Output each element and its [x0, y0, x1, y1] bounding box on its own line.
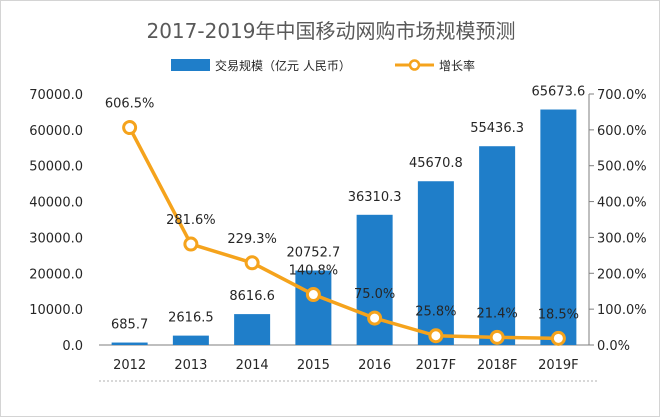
x-tick-label: 2017F: [416, 358, 457, 373]
bar-data-label: 685.7: [111, 318, 148, 333]
line-data-label: 25.8%: [415, 305, 456, 320]
x-tick-label: 2019F: [538, 358, 579, 373]
bar-data-label: 65673.6: [531, 85, 585, 100]
x-tick-label: 2016: [358, 358, 391, 373]
line-data-labels: 606.5% 281.6% 229.3% 140.8% 75.0% 25.8% 21.4% 1…: [105, 97, 579, 323]
line-data-label: 18.5%: [538, 307, 579, 322]
bar: [234, 314, 271, 345]
line-data-label: 281.6%: [166, 213, 216, 228]
bar: [111, 342, 148, 345]
line-point: [305, 287, 321, 303]
right-axis-ticks: 0.0% 100.0% 200.0% 300.0% 400.0% 500.0% 600.0%…: [589, 88, 647, 354]
line-point: [428, 328, 444, 344]
bar: [540, 109, 577, 345]
x-tick-label: 2018F: [477, 358, 518, 373]
left-tick-label: 10000.0: [29, 303, 83, 318]
right-tick-label: 200.0%: [597, 267, 647, 282]
left-tick-label: 50000.0: [29, 160, 83, 175]
x-tick-label: 2012: [113, 358, 146, 373]
line-series: [122, 120, 566, 346]
right-tick-label: 600.0%: [597, 124, 647, 139]
bar-data-labels: 685.7 2616.5 8616.6 20752.7 36310.3 45670.8 55…: [111, 85, 585, 333]
legend: 交易规模（亿元 人民币） 增长率: [171, 58, 475, 73]
bar-data-label: 8616.6: [229, 289, 275, 304]
line-data-label: 229.3%: [227, 232, 277, 247]
line-data-label: 21.4%: [476, 306, 517, 321]
line-point: [244, 255, 260, 271]
x-tick-label: 2013: [174, 358, 207, 373]
x-axis-labels: 2012 2013 2014 2015 2016 2017F 2018F 2019F: [113, 358, 579, 373]
line-data-label: 75.0%: [354, 287, 395, 302]
legend-swatch-bar: [171, 59, 210, 71]
left-tick-label: 60000.0: [29, 124, 83, 139]
line-point: [367, 310, 383, 326]
bar-series: [111, 109, 577, 345]
left-tick-label: 20000.0: [29, 267, 83, 282]
line-data-label: 606.5%: [105, 97, 155, 112]
line-point: [183, 236, 199, 252]
line-point: [489, 329, 505, 345]
legend-label-line: 增长率: [439, 58, 475, 73]
bar: [295, 270, 332, 345]
chart-title: 2017-2019年中国移动网购市场规模预测: [146, 19, 515, 43]
x-tick-label: 2015: [297, 358, 330, 373]
left-tick-label: 40000.0: [29, 196, 83, 211]
bar: [172, 335, 209, 345]
right-tick-label: 500.0%: [597, 160, 647, 175]
legend-marker-line: [408, 59, 421, 71]
right-tick-label: 0.0%: [597, 339, 630, 354]
left-tick-label: 30000.0: [29, 231, 83, 246]
right-tick-label: 400.0%: [597, 196, 647, 211]
line-data-label: 140.8%: [289, 264, 339, 279]
right-tick-label: 700.0%: [597, 88, 647, 103]
left-tick-label: 0.0: [62, 339, 83, 354]
bar-data-label: 20752.7: [286, 246, 340, 261]
legend-label-bar: 交易规模（亿元 人民币）: [215, 58, 351, 73]
growth-line: [128, 126, 559, 341]
right-tick-label: 100.0%: [597, 303, 647, 318]
line-point: [550, 330, 566, 346]
line-point: [122, 120, 138, 136]
left-axis-ticks: 0.0 10000.0 20000.0 30000.0 40000.0 50000.0 60…: [29, 88, 83, 354]
bar: [479, 146, 516, 345]
bar-data-label: 55436.3: [470, 121, 524, 136]
bar-data-label: 36310.3: [348, 190, 402, 205]
left-tick-label: 70000.0: [29, 88, 83, 103]
right-tick-label: 300.0%: [597, 231, 647, 246]
bar-data-label: 45670.8: [409, 156, 463, 171]
bar-data-label: 2616.5: [168, 311, 214, 326]
bar: [417, 181, 454, 345]
x-tick-label: 2014: [236, 358, 269, 373]
